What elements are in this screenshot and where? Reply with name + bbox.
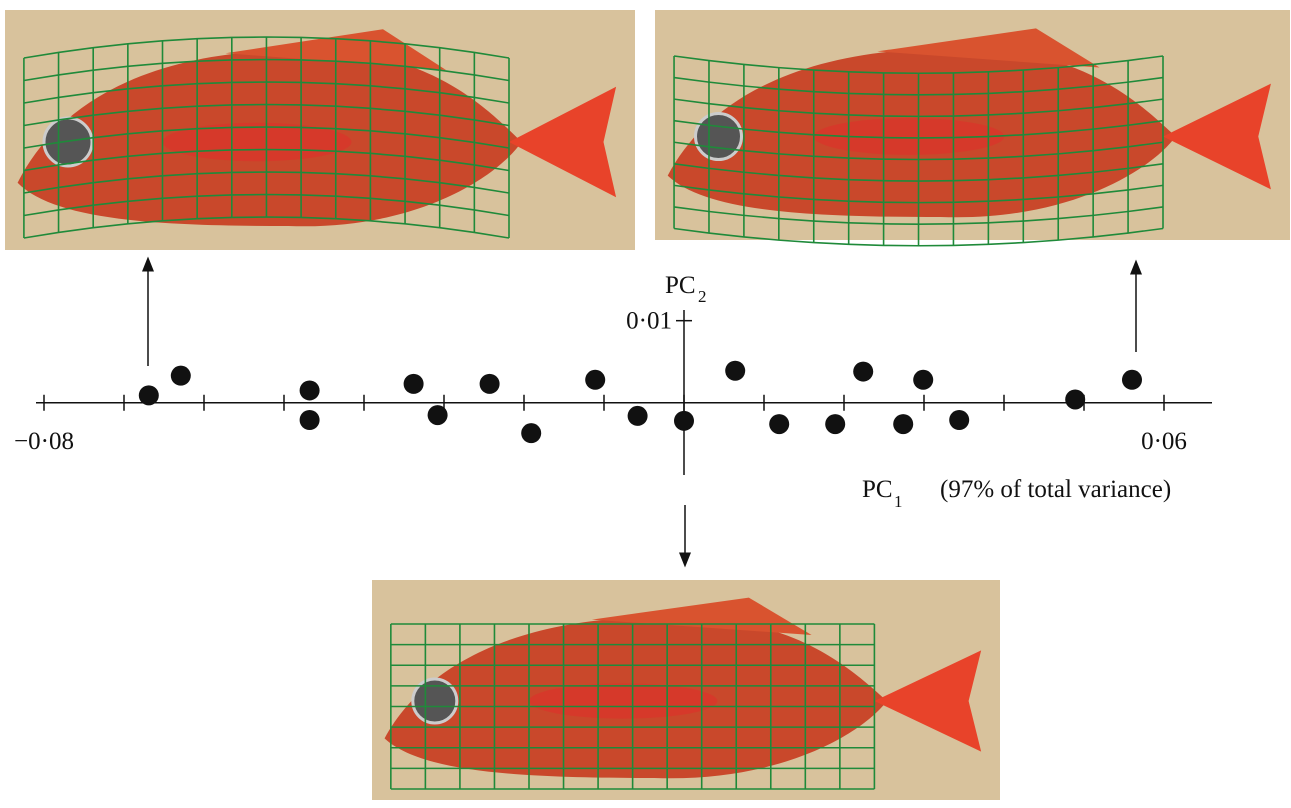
x-tick-label: −0·08 — [14, 428, 74, 455]
point — [428, 405, 448, 425]
point — [1122, 370, 1142, 390]
y-axis-label: PC — [665, 272, 696, 299]
point — [300, 380, 320, 400]
point — [893, 414, 913, 434]
point — [674, 411, 694, 431]
fish-photo — [655, 10, 1290, 246]
point — [769, 414, 789, 434]
x-axis-label: PC — [862, 476, 893, 503]
point — [480, 374, 500, 394]
point — [521, 423, 541, 443]
fish-images — [5, 10, 1290, 800]
fish-stripe — [529, 683, 717, 718]
y-tick-label: 0·01 — [626, 308, 672, 335]
figure: −0·08 0·06 0·01 PC 2 PC 1 (97% of total va… — [0, 0, 1291, 803]
point — [300, 410, 320, 430]
fish-photo — [372, 580, 1000, 800]
point — [913, 370, 933, 390]
point — [853, 362, 873, 382]
point — [171, 366, 191, 386]
axes: −0·08 0·06 0·01 — [14, 308, 1212, 475]
point — [585, 370, 605, 390]
y-axis-label-subscript: 2 — [698, 287, 707, 306]
fish-photo — [5, 10, 635, 250]
x-axis-label-note: (97% of total variance) — [940, 476, 1171, 503]
x-tick-label: 0·06 — [1141, 428, 1187, 455]
point — [1065, 389, 1085, 409]
fish-eye — [696, 114, 742, 160]
x-axis-label-subscript: 1 — [894, 492, 903, 511]
fish-eye — [44, 118, 92, 166]
point — [949, 410, 969, 430]
point — [404, 374, 424, 394]
point — [825, 414, 845, 434]
point — [628, 406, 648, 426]
point — [139, 385, 159, 405]
point — [725, 361, 745, 381]
